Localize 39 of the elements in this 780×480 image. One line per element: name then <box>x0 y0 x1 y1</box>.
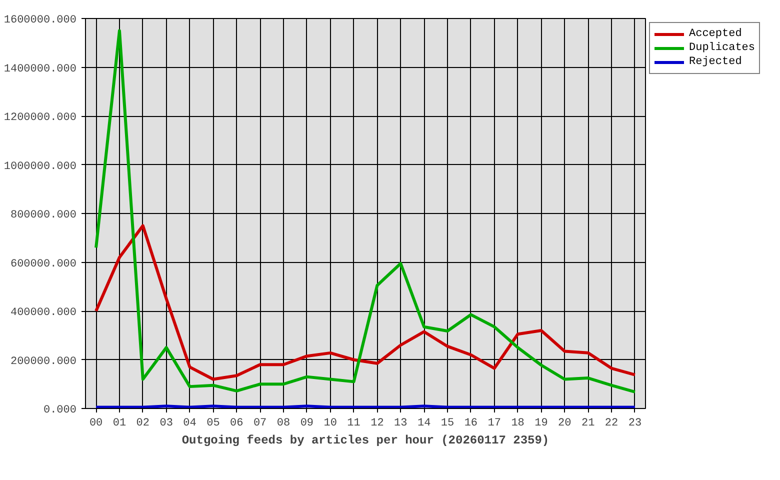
line-series <box>94 29 636 394</box>
x-tick-label: 02 <box>136 418 150 430</box>
legend-label: Duplicates <box>689 41 756 55</box>
x-tick-label: 13 <box>394 418 408 430</box>
y-tick-label: 1600000.000 <box>4 14 77 26</box>
x-axis-title: Outgoing feeds by articles per hour (20260117 2359) <box>182 434 550 448</box>
x-tick-label: 23 <box>628 418 642 430</box>
x-tick-label: 08 <box>276 418 290 430</box>
x-tick-label: 16 <box>464 418 478 430</box>
x-tick-label: 07 <box>253 418 267 430</box>
y-tick-label: 1400000.000 <box>4 63 77 76</box>
x-tick-label: 10 <box>324 418 337 430</box>
x-tick-label: 00 <box>89 418 103 430</box>
x-tick-label: 11 <box>347 418 361 430</box>
y-tick-label: 1200000.000 <box>4 112 77 124</box>
x-tick-label: 06 <box>230 418 244 430</box>
x-tick-label: 17 <box>488 418 501 430</box>
legend-label: Rejected <box>689 55 742 69</box>
legend-label: Accepted <box>689 27 742 41</box>
x-tick-label: 09 <box>300 418 314 430</box>
x-tick-label: 19 <box>534 418 548 430</box>
x-tick-label: 04 <box>183 418 197 430</box>
y-tick-label: 800000.000 <box>10 210 77 222</box>
x-tick-label: 20 <box>558 418 572 430</box>
line-series <box>94 224 636 381</box>
x-tick-label: 21 <box>581 418 596 430</box>
y-tick-label: 200000.000 <box>10 356 77 368</box>
x-tick-label: 18 <box>511 418 524 430</box>
x-tick-label: 22 <box>604 418 618 430</box>
x-tick-label: 01 <box>112 418 126 430</box>
x-tick-label: 12 <box>370 418 384 430</box>
y-tick-label: 1000000.000 <box>4 160 77 173</box>
x-tick-label: 03 <box>160 418 173 430</box>
x-tick-label: 14 <box>417 418 432 430</box>
x-tick-label: 15 <box>440 418 454 430</box>
y-tick-label: 0.000 <box>43 404 77 416</box>
y-tick-label: 600000.000 <box>10 258 77 270</box>
x-tick-label: 05 <box>206 418 220 430</box>
y-tick-label: 400000.000 <box>10 307 77 319</box>
